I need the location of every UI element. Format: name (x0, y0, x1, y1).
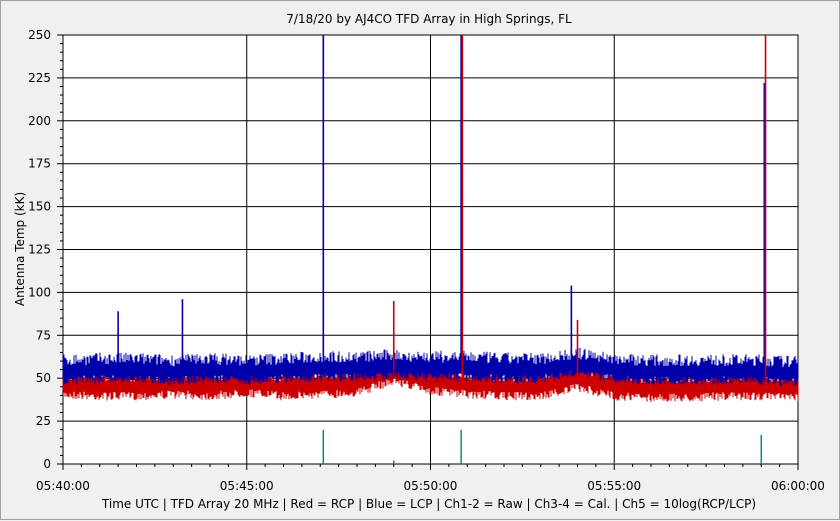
x-tick-label: 05:45:00 (220, 479, 274, 493)
y-tick-label: 0 (43, 457, 51, 471)
grid (62, 34, 799, 465)
x-tick-label: 05:50:00 (404, 479, 458, 493)
x-tick-label: 06:00:00 (771, 479, 825, 493)
y-axis-label: Antenna Temp (kK) (13, 192, 27, 306)
chart-title: 7/18/20 by AJ4CO TFD Array in High Sprin… (286, 12, 572, 26)
y-tick-label: 200 (28, 114, 51, 128)
y-tick-label: 75 (36, 328, 51, 342)
y-tick-label: 175 (28, 157, 51, 171)
y-tick-label: 50 (36, 371, 51, 385)
series-layer (62, 35, 799, 464)
y-tick-label: 25 (36, 414, 51, 428)
y-tick-label: 100 (28, 285, 51, 299)
y-tick-label: 225 (28, 71, 51, 85)
x-axis-label: Time UTC | TFD Array 20 MHz | Red = RCP … (101, 497, 756, 511)
y-tick-label: 150 (28, 200, 51, 214)
y-tick-label: 125 (28, 243, 51, 257)
x-tick-label: 05:55:00 (587, 479, 641, 493)
axes: 0 25 50 75 100 125 150 175 200 225 250 05:40:00 05:4… (28, 28, 825, 493)
y-tick-label: 250 (28, 28, 51, 42)
series-lcp (62, 347, 799, 387)
x-tick-label: 05:40:00 (36, 479, 90, 493)
